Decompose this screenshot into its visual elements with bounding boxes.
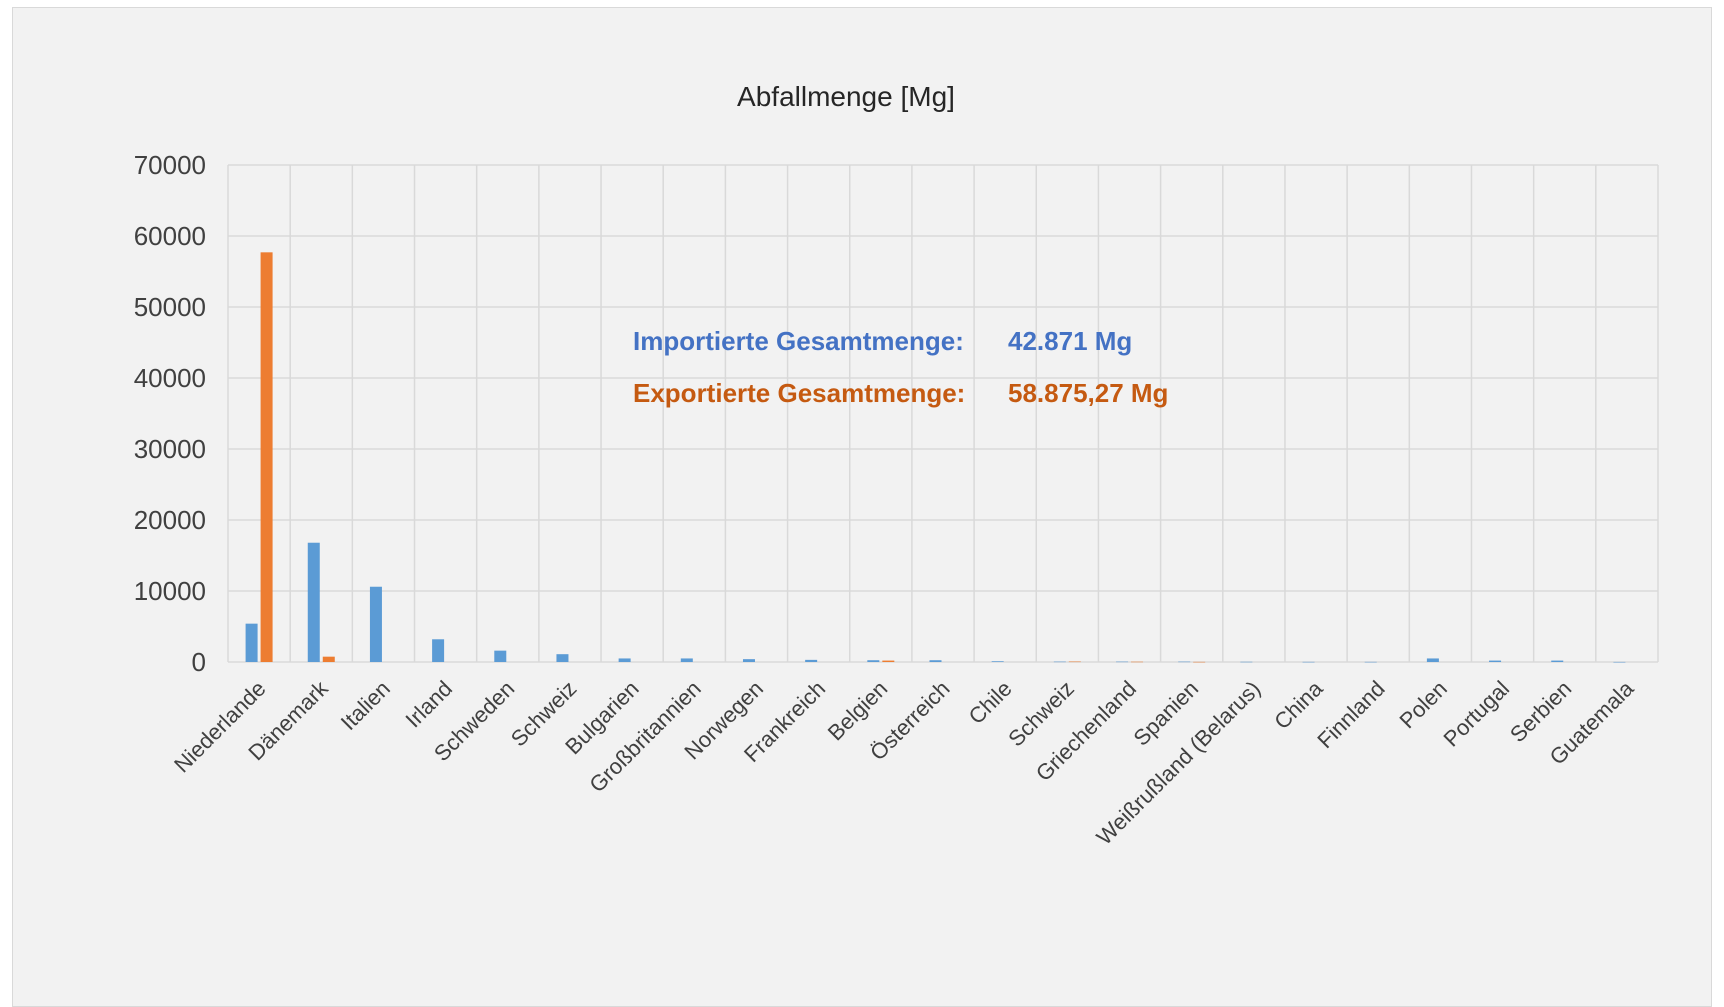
bar-chart: Abfallmenge [Mg] 0 10000 20000 30000 40000 50… [134,81,1659,850]
y-tick-label-5: 50000 [134,292,206,322]
bar-series1-4 [494,650,507,662]
annotations: Importierte Gesamtmenge: 42.871 Mg Expor… [633,326,1168,408]
bars [245,252,1626,663]
bar-series2-1 [322,656,335,662]
bar-series2-13 [1068,661,1081,663]
grid [227,164,1659,663]
y-tick-label-7: 70000 [134,150,206,180]
y-tick-label-1: 10000 [134,576,206,606]
bar-series1-5 [556,654,569,662]
chart-title: Abfallmenge [Mg] [737,81,955,112]
y-tick-label-4: 40000 [134,363,206,393]
export-total-value: 58.875,27 Mg [1008,378,1168,408]
bar-series1-10 [867,660,880,662]
x-tick-label-19: Polen [1394,676,1451,733]
bar-series1-21 [1551,660,1564,662]
bar-series1-13 [1053,661,1066,663]
bar-series1-8 [742,659,755,662]
y-tick-label-3: 30000 [134,434,206,464]
import-total-value: 42.871 Mg [1008,326,1132,356]
bar-series1-0 [245,623,258,662]
y-tick-label-2: 20000 [134,505,206,535]
x-tick-label-3: Irland [401,676,458,733]
x-tick-label-2: Italien [336,676,395,735]
bar-series1-6 [618,658,631,662]
y-tick-label-0: 0 [192,647,206,677]
y-axis-ticks: 0 10000 20000 30000 40000 50000 60000 70000 [134,150,206,677]
x-tick-label-0: Niederlande [169,676,271,778]
x-tick-label-7: Großbritannien [584,676,705,797]
bar-series1-17 [1302,661,1315,663]
bar-series1-22 [1613,661,1626,663]
bar-series1-20 [1489,660,1502,662]
bar-series1-7 [680,658,693,662]
bar-series1-1 [307,542,320,662]
x-tick-label-17: China [1269,675,1328,734]
y-tick-label-6: 60000 [134,221,206,251]
import-total-label: Importierte Gesamtmenge: [633,326,964,356]
bar-series2-0 [260,252,273,662]
chart-area: Abfallmenge [Mg] 0 10000 20000 30000 40000 50… [12,7,1712,1007]
bar-series1-14 [1116,661,1129,663]
bar-series2-14 [1131,661,1144,663]
bar-series1-11 [929,660,942,662]
bar-series2-15 [1193,661,1206,663]
bar-series2-10 [882,660,895,662]
bar-series1-2 [369,586,382,662]
x-tick-label-20: Portugal [1438,676,1514,752]
bar-series1-18 [1364,661,1377,663]
x-tick-label-18: Finnland [1312,676,1389,753]
bar-series1-9 [805,659,818,662]
export-total-label: Exportierte Gesamtmenge: [633,378,965,408]
bar-series1-16 [1240,661,1253,663]
bar-series1-12 [991,661,1004,662]
bar-series1-3 [432,639,445,662]
x-tick-label-12: Chile [964,676,1017,729]
bar-series1-15 [1178,661,1191,663]
bar-series1-19 [1426,658,1439,662]
